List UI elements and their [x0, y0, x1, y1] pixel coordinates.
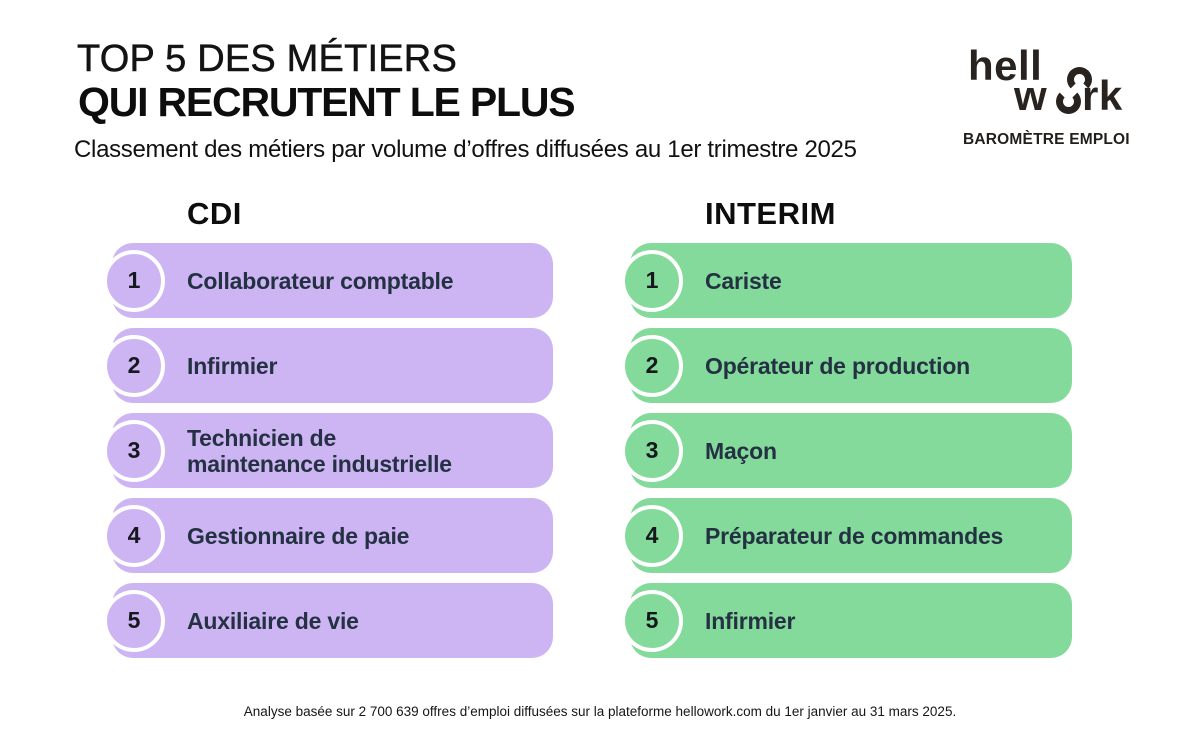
rank-number: 1	[645, 267, 659, 293]
rank-row: 1 Cariste	[621, 243, 1072, 318]
rank-number-badge: 4	[621, 504, 683, 567]
rank-row: 3 Technicien de maintenance industrielle	[103, 413, 553, 488]
job-title-label: Infirmier	[187, 352, 278, 379]
rank-row: 2 Infirmier	[103, 328, 553, 403]
job-title-label: Opérateur de production	[705, 352, 971, 379]
rank-number-badge: 3	[621, 419, 683, 482]
source-note: Analyse basée sur 2 700 639 offres d’emp…	[243, 704, 957, 719]
logo-o-arc-icon	[1067, 67, 1092, 92]
page-subtitle: Classement des métiers par volume d’offr…	[74, 136, 857, 163]
rank-number: 3	[645, 437, 659, 463]
rank-row: 5 Auxiliaire de vie	[103, 583, 553, 658]
job-title-label: Préparateur de commandes	[705, 522, 1004, 549]
logo-text-rk: rk	[1082, 72, 1123, 119]
job-title-label: Maçon	[705, 437, 777, 464]
job-title-label: Technicien de maintenance industrielle	[187, 424, 452, 477]
rank-number: 5	[127, 607, 141, 633]
job-title-label: Cariste	[705, 267, 782, 294]
rank-row: 4 Gestionnaire de paie	[103, 498, 553, 573]
rank-number: 1	[127, 267, 141, 293]
rank-number: 5	[645, 607, 659, 633]
column-title-cdi: CDI	[187, 196, 242, 231]
page-title-line2: QUI RECRUTENT LE PLUS	[78, 79, 576, 125]
column-interim: INTERIM 1 Cariste 2 Opérateur de production…	[621, 192, 1072, 668]
hellowork-logo: hell w rk	[968, 44, 1143, 119]
rank-row: 5 Infirmier	[621, 583, 1072, 658]
column-title-interim: INTERIM	[705, 196, 836, 231]
rank-number: 2	[127, 352, 141, 378]
rank-number: 4	[127, 522, 141, 548]
job-title-label: Gestionnaire de paie	[187, 522, 410, 549]
title-block: TOP 5 DES MÉTIERS QUI RECRUTENT LE PLUS …	[74, 38, 857, 164]
rank-number-badge: 2	[103, 334, 165, 397]
rank-number-badge: 1	[621, 249, 683, 312]
rank-row: 3 Maçon	[621, 413, 1072, 488]
logo-text-hell: hell	[968, 42, 1043, 89]
column-cdi: CDI 1 Collaborateur comptable 2 Infirmier 3 T…	[103, 192, 553, 668]
rank-row: 4 Préparateur de commandes	[621, 498, 1072, 573]
rank-list-interim: 1 Cariste 2 Opérateur de production 3 Maçon 4 P…	[621, 243, 1072, 658]
logo-tagline: BAROMÈTRE EMPLOI	[963, 131, 1130, 148]
logo-text-w: w	[1014, 72, 1047, 119]
rank-number-badge: 5	[103, 589, 165, 652]
job-title-label: Auxiliaire de vie	[187, 607, 359, 634]
rank-number: 4	[645, 522, 659, 548]
rank-number-badge: 3	[103, 419, 165, 482]
job-title-label: Infirmier	[705, 607, 796, 634]
rank-number-badge: 1	[103, 249, 165, 312]
rank-number-badge: 5	[621, 589, 683, 652]
page-title-line1: TOP 5 DES MÉTIERS	[77, 38, 457, 80]
rank-row: 1 Collaborateur comptable	[103, 243, 553, 318]
rank-number: 2	[645, 352, 659, 378]
logo-o-arc-icon	[1056, 89, 1081, 114]
job-title-label: Collaborateur comptable	[187, 267, 454, 294]
rank-list-cdi: 1 Collaborateur comptable 2 Infirmier 3 Techn…	[103, 243, 553, 658]
rank-number: 3	[127, 437, 141, 463]
rank-number-badge: 2	[621, 334, 683, 397]
rank-number-badge: 4	[103, 504, 165, 567]
rank-row: 2 Opérateur de production	[621, 328, 1072, 403]
